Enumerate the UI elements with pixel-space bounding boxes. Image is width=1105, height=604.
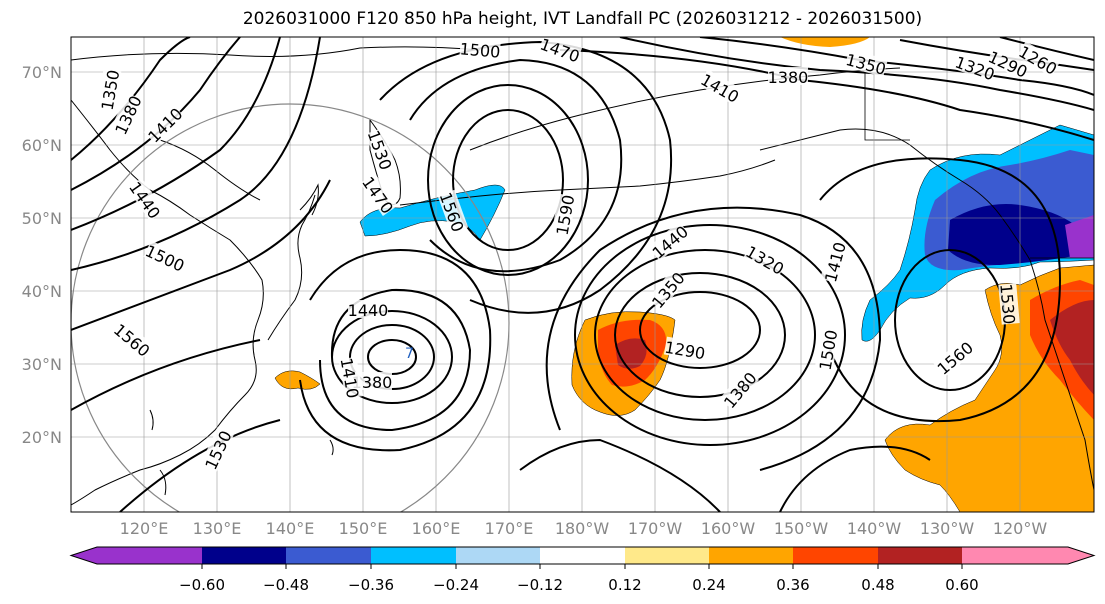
colorbar-outline <box>69 546 1096 565</box>
contour-label-bg <box>953 51 998 83</box>
latitude-label: 30°N <box>22 355 62 374</box>
latitude-label: 70°N <box>22 63 62 82</box>
contour-label-bg <box>648 221 691 261</box>
colorbar-tick-label: 0.36 <box>776 576 809 594</box>
contour-label: 1440 <box>348 301 389 320</box>
colorbar-tick-label: −0.12 <box>517 576 563 594</box>
longitude-label: 150°W <box>774 519 829 538</box>
contour-label-bg <box>986 46 1031 80</box>
colorbar-tick-label: 0.24 <box>692 576 725 594</box>
longitude-label: 130°E <box>193 519 242 538</box>
contour-label-bg <box>110 92 144 137</box>
contour-label-bg <box>437 189 469 234</box>
longitude-label: 140°W <box>847 519 902 538</box>
longitude-label: 150°E <box>339 519 388 538</box>
colorbar-tick-label: −0.48 <box>263 576 309 594</box>
ivt-positive-region <box>1050 300 1094 395</box>
longitude-labels: 120°E 130°E 140°E 150°E 160°E 170°E 180°W 170°W… <box>120 519 1048 538</box>
contour-label-bg <box>719 368 759 411</box>
contour-label-bg <box>338 356 364 400</box>
longitude-label: 120°E <box>120 519 169 538</box>
latitude-label: 20°N <box>22 428 62 447</box>
longitude-label: 170°E <box>485 519 534 538</box>
contour-label: 1530 <box>996 283 1018 325</box>
contour-label-bg <box>998 283 1020 325</box>
colorbar-arrow-right <box>1068 547 1094 564</box>
ivt-fill-layer <box>274 37 1094 512</box>
latitude-label: 50°N <box>22 209 62 228</box>
contour-label-bg <box>96 68 122 112</box>
colorbar: −0.60 −0.48 −0.36 −0.24 −0.12 0.12 0.24 0.36 0.4… <box>69 546 1096 594</box>
colorbar-swatch <box>540 547 625 564</box>
longitude-label: 140°E <box>266 519 315 538</box>
longitude-label: 160°E <box>412 519 461 538</box>
contour-label-bg <box>814 328 840 372</box>
contour-label: 1380 <box>352 373 393 392</box>
contour-label-bg <box>820 240 848 284</box>
colorbar-swatch <box>456 547 540 564</box>
contour-label-bg <box>743 241 788 277</box>
colorbar-tick-label: −0.36 <box>348 576 394 594</box>
colorbar-swatch <box>202 547 286 564</box>
latitude-label: 60°N <box>22 136 62 155</box>
colorbar-swatch <box>97 547 202 564</box>
contour-label-bg <box>551 193 577 237</box>
contour-label-bg <box>933 337 976 377</box>
longitude-label: 180°W <box>555 519 610 538</box>
colorbar-swatch <box>962 547 1068 564</box>
contour-label-bg <box>200 427 234 472</box>
contour-label-bg <box>844 49 888 77</box>
contour-label-bg <box>459 38 501 60</box>
height-contour-layer <box>71 37 1094 512</box>
latitude-label: 40°N <box>22 282 62 301</box>
colorbar-tick-label: 0.48 <box>861 576 894 594</box>
colorbar-tick-label: 0.12 <box>608 576 641 594</box>
colorbar-swatch <box>878 547 962 564</box>
contour-label-bg <box>348 300 388 318</box>
colorbar-swatch <box>793 547 878 564</box>
contour-label-bg <box>647 268 687 311</box>
contour-label-bg <box>143 240 188 274</box>
map-frame <box>70 36 1095 513</box>
contour-label-bg <box>126 177 165 221</box>
contour-label: 1380 <box>768 68 809 87</box>
longitude-label: 170°W <box>628 519 683 538</box>
contour-label: 1500 <box>459 39 501 61</box>
colorbar-tick-label: −0.60 <box>179 576 225 594</box>
contour-label-bg <box>143 103 185 145</box>
ivt-negative-region <box>1065 215 1094 258</box>
contour-label-bg <box>352 372 392 390</box>
colorbar-tick-label: −0.24 <box>433 576 479 594</box>
colorbar-swatch <box>371 547 456 564</box>
contour-label-bg <box>365 127 397 172</box>
contour-label-bg <box>538 37 583 65</box>
colorbar-swatch <box>709 547 793 564</box>
colorbar-swatch <box>286 547 371 564</box>
point-marker: 7 <box>405 346 414 362</box>
ivt-positive-region <box>780 37 870 47</box>
longitude-label: 130°W <box>920 519 975 538</box>
contour-label-bg <box>1016 41 1061 77</box>
colorbar-tick-label: 0.60 <box>945 576 978 594</box>
contour-label-bg <box>111 319 154 359</box>
contour-label-bg <box>663 336 707 362</box>
figure-title: 2026031000 F120 850 hPa height, IVT Land… <box>242 9 923 29</box>
colorbar-arrow-left <box>71 547 97 564</box>
colorbar-swatch <box>625 547 709 564</box>
longitude-label: 120°W <box>993 519 1048 538</box>
latitude-labels: 70°N 60°N 50°N 40°N 30°N 20°N <box>22 63 62 447</box>
longitude-label: 160°W <box>701 519 756 538</box>
contour-label-bg <box>768 67 808 85</box>
range-circle <box>71 103 510 512</box>
ivt-positive-region <box>274 370 321 390</box>
contour-label-bg <box>698 69 743 105</box>
contour-label-bg <box>359 172 398 216</box>
